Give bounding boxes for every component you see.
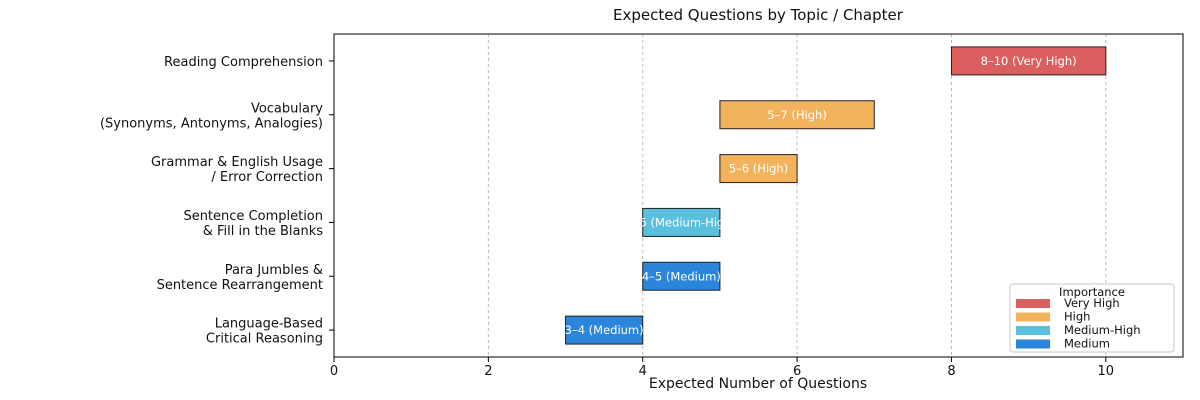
category-label: Vocabulary	[251, 101, 323, 116]
bar	[642, 261, 721, 291]
legend-entry-label: High	[1064, 310, 1090, 324]
legend-title: Importance	[1059, 285, 1125, 299]
chart-title: Expected Questions by Topic / Chapter	[613, 6, 904, 24]
bar-data-label: 8–10 (Very High)	[981, 54, 1077, 68]
category-label: Critical Reasoning	[206, 332, 323, 347]
x-tick-label: 6	[793, 364, 801, 379]
legend-entry-label: Medium-High	[1064, 323, 1141, 337]
x-tick-label: 2	[484, 364, 492, 379]
bar	[642, 207, 721, 237]
legend-entry-label: Medium	[1064, 337, 1110, 351]
x-tick-label: 8	[947, 364, 955, 379]
y-axis: Reading Comprehension Vocabulary(Synonyms…	[100, 55, 334, 347]
bar-data-label: 4–5 (Medium)	[642, 269, 721, 283]
legend-box	[1009, 283, 1175, 353]
x-tick-label: 4	[639, 364, 647, 379]
legend-entry-label: Very High	[1064, 296, 1120, 310]
category-label: Sentence Completion	[183, 209, 323, 224]
bar-data-label: 5–6 (High)	[729, 162, 788, 176]
category-label: Language-Based	[215, 317, 323, 332]
bar-data-label: 5–7 (High)	[767, 108, 826, 122]
legend-swatch	[1016, 299, 1050, 308]
bar	[719, 100, 875, 130]
category-label: Grammar & English Usage	[151, 155, 323, 170]
x-tick-label: 10	[1098, 364, 1115, 379]
bar	[565, 315, 644, 345]
category-label: & Fill in the Blanks	[203, 224, 323, 239]
legend: Importance Very HighHighMedium-HighMediu…	[1009, 283, 1175, 353]
x-tick-label: 0	[330, 364, 338, 379]
legend-swatch	[1016, 326, 1050, 335]
bars: 8–10 (Very High) 5–7 (High) 5–6 (High) 4–5 …	[565, 46, 1107, 345]
legend-swatch	[1016, 312, 1050, 322]
category-label: (Synonyms, Antonyms, Analogies)	[100, 116, 323, 131]
category-label: / Error Correction	[211, 170, 323, 185]
category-label: Para Jumbles &	[225, 263, 323, 278]
bar	[719, 154, 798, 184]
x-axis-label: Expected Number of Questions	[649, 376, 867, 392]
bar-data-label: 3–4 (Medium)	[565, 323, 644, 337]
bar-data-label: 4–5 (Medium-High)	[627, 215, 737, 229]
category-label: Reading Comprehension	[164, 55, 323, 70]
x-axis: 0 2 4 6 8 10	[330, 357, 1114, 379]
plot-area	[333, 33, 1184, 358]
bar	[950, 46, 1107, 76]
category-label: Sentence Rearrangement	[157, 278, 323, 293]
legend-swatch	[1016, 339, 1050, 349]
